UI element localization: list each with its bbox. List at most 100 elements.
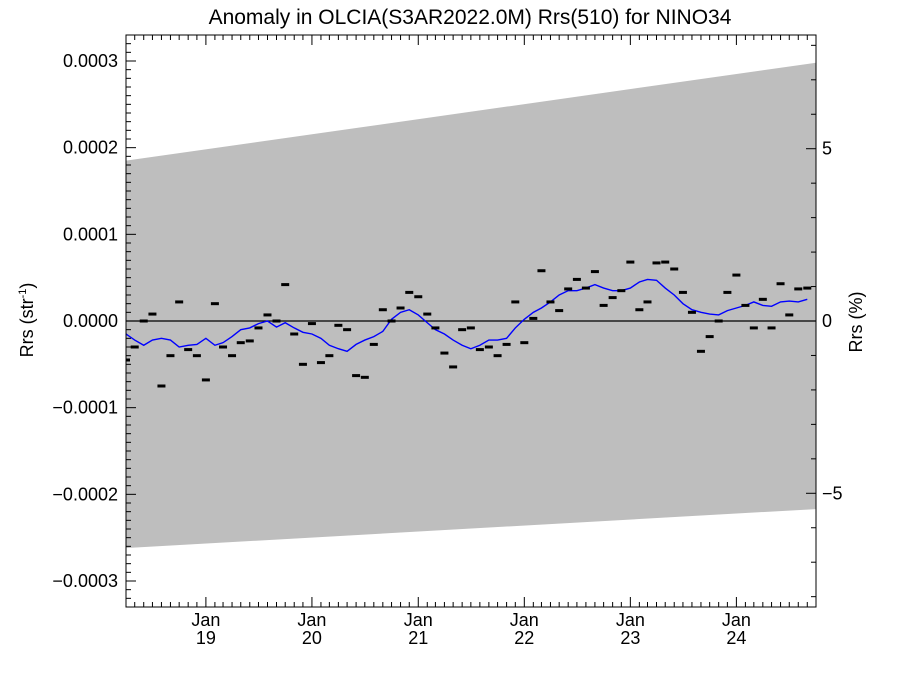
- anomaly-marker: [626, 260, 635, 264]
- anomaly-marker: [219, 345, 228, 349]
- anomaly-marker: [236, 341, 245, 345]
- x-tick-year-label: 22: [514, 628, 534, 648]
- left-tick-label: 0.0000: [63, 311, 118, 331]
- anomaly-marker: [184, 348, 193, 352]
- anomaly-marker: [272, 319, 281, 323]
- uncertainty-band: [126, 62, 816, 549]
- anomaly-marker: [175, 300, 184, 304]
- anomaly-marker: [396, 306, 405, 310]
- anomaly-marker: [590, 270, 599, 274]
- x-tick-month-label: Jan: [616, 610, 645, 630]
- anomaly-marker: [378, 308, 387, 312]
- right-tick-label: 0: [822, 311, 832, 331]
- anomaly-marker: [475, 348, 484, 352]
- anomaly-marker: [696, 349, 705, 353]
- anomaly-marker: [555, 309, 564, 313]
- anomaly-marker: [803, 286, 812, 290]
- anomaly-marker: [245, 339, 254, 343]
- anomaly-marker: [139, 319, 148, 323]
- anomaly-marker: [387, 319, 396, 323]
- anomaly-marker: [458, 328, 467, 332]
- anomaly-marker: [794, 287, 803, 291]
- anomaly-marker: [643, 300, 652, 304]
- chart-title: Anomaly in OLCIA(S3AR2022.0M) Rrs(510) f…: [209, 6, 732, 29]
- anomaly-marker: [652, 261, 661, 265]
- left-tick-label: −0.0001: [52, 398, 118, 418]
- anomaly-marker: [520, 341, 529, 345]
- anomaly-marker: [511, 300, 520, 304]
- anomaly-marker: [157, 384, 166, 388]
- anomaly-marker: [529, 316, 538, 320]
- left-tick-label: 0.0003: [63, 51, 118, 71]
- anomaly-marker: [564, 287, 573, 291]
- anomaly-marker: [581, 286, 590, 290]
- anomaly-marker: [776, 282, 785, 286]
- anomaly-marker: [617, 289, 626, 293]
- anomaly-marker: [466, 326, 475, 330]
- anomaly-marker: [431, 326, 440, 330]
- x-tick-year-label: 24: [726, 628, 746, 648]
- anomaly-marker: [254, 326, 263, 330]
- x-tick-year-label: 19: [196, 628, 216, 648]
- anomaly-marker: [352, 374, 361, 378]
- anomaly-marker: [166, 354, 175, 358]
- plot-clipped-group: [126, 62, 816, 549]
- anomaly-marker: [414, 295, 423, 299]
- anomaly-marker: [192, 354, 201, 358]
- left-tick-label: −0.0002: [52, 484, 118, 504]
- anomaly-marker: [343, 328, 352, 332]
- anomaly-marker: [298, 362, 307, 366]
- anomaly-marker: [785, 313, 794, 317]
- x-tick-month-label: Jan: [191, 610, 220, 630]
- anomaly-marker: [334, 323, 343, 327]
- anomaly-marker: [423, 312, 432, 316]
- anomaly-marker: [263, 313, 272, 317]
- anomaly-marker: [148, 312, 157, 316]
- anomaly-marker: [290, 332, 299, 336]
- anomaly-marker: [661, 260, 670, 264]
- x-tick-month-label: Jan: [297, 610, 326, 630]
- y-axis-left-label: Rrs (str-1): [17, 283, 37, 358]
- anomaly-marker: [714, 319, 723, 323]
- anomaly-marker: [670, 267, 679, 271]
- anomaly-marker: [546, 300, 555, 304]
- anomaly-marker: [405, 290, 414, 294]
- x-tick-year-label: 21: [408, 628, 428, 648]
- x-tick-year-label: 20: [302, 628, 322, 648]
- anomaly-marker: [572, 277, 581, 281]
- left-tick-label: 0.0001: [63, 224, 118, 244]
- anomaly-marker: [599, 303, 608, 307]
- running-mean-line: [126, 278, 808, 353]
- y-axis-left-label-base: Rrs (str: [17, 298, 37, 357]
- anomaly-marker: [307, 322, 316, 326]
- plot-area: 0.0003 0.0002 0.0001 0.0000 −0.0001 −0.0002 −0…: [52, 34, 843, 648]
- anomaly-marker: [201, 378, 210, 382]
- left-tick-label: 0.0002: [63, 138, 118, 158]
- anomaly-marker: [449, 365, 458, 369]
- anomaly-marker: [687, 310, 696, 314]
- anomaly-marker: [484, 345, 493, 349]
- anomaly-marker: [493, 354, 502, 358]
- anomaly-marker: [281, 283, 290, 287]
- svg-text:Rrs (str-1): Rrs (str-1): [17, 283, 37, 358]
- y-axis-right-label: Rrs (%): [846, 292, 866, 353]
- anomaly-marker: [130, 345, 139, 349]
- anomaly-marker: [608, 296, 617, 300]
- right-tick-label: 5: [822, 139, 832, 159]
- anomaly-marker: [678, 290, 687, 294]
- x-tick-year-label: 23: [620, 628, 640, 648]
- anomaly-marker: [502, 342, 511, 346]
- y-axis-left-label-close: ): [17, 283, 37, 289]
- y-axis-left-label-sup: -1: [17, 289, 29, 299]
- anomaly-marker: [228, 354, 237, 358]
- x-tick-month-label: Jan: [510, 610, 539, 630]
- anomaly-marker: [635, 308, 644, 312]
- anomaly-marker: [316, 361, 325, 365]
- anomaly-marker: [758, 297, 767, 301]
- y-axis-right-label-group: Rrs (%): [846, 292, 866, 353]
- anomaly-marker: [210, 302, 219, 306]
- anomaly-marker: [767, 326, 776, 330]
- right-tick-label: −5: [822, 483, 843, 503]
- x-tick-month-label: Jan: [722, 610, 751, 630]
